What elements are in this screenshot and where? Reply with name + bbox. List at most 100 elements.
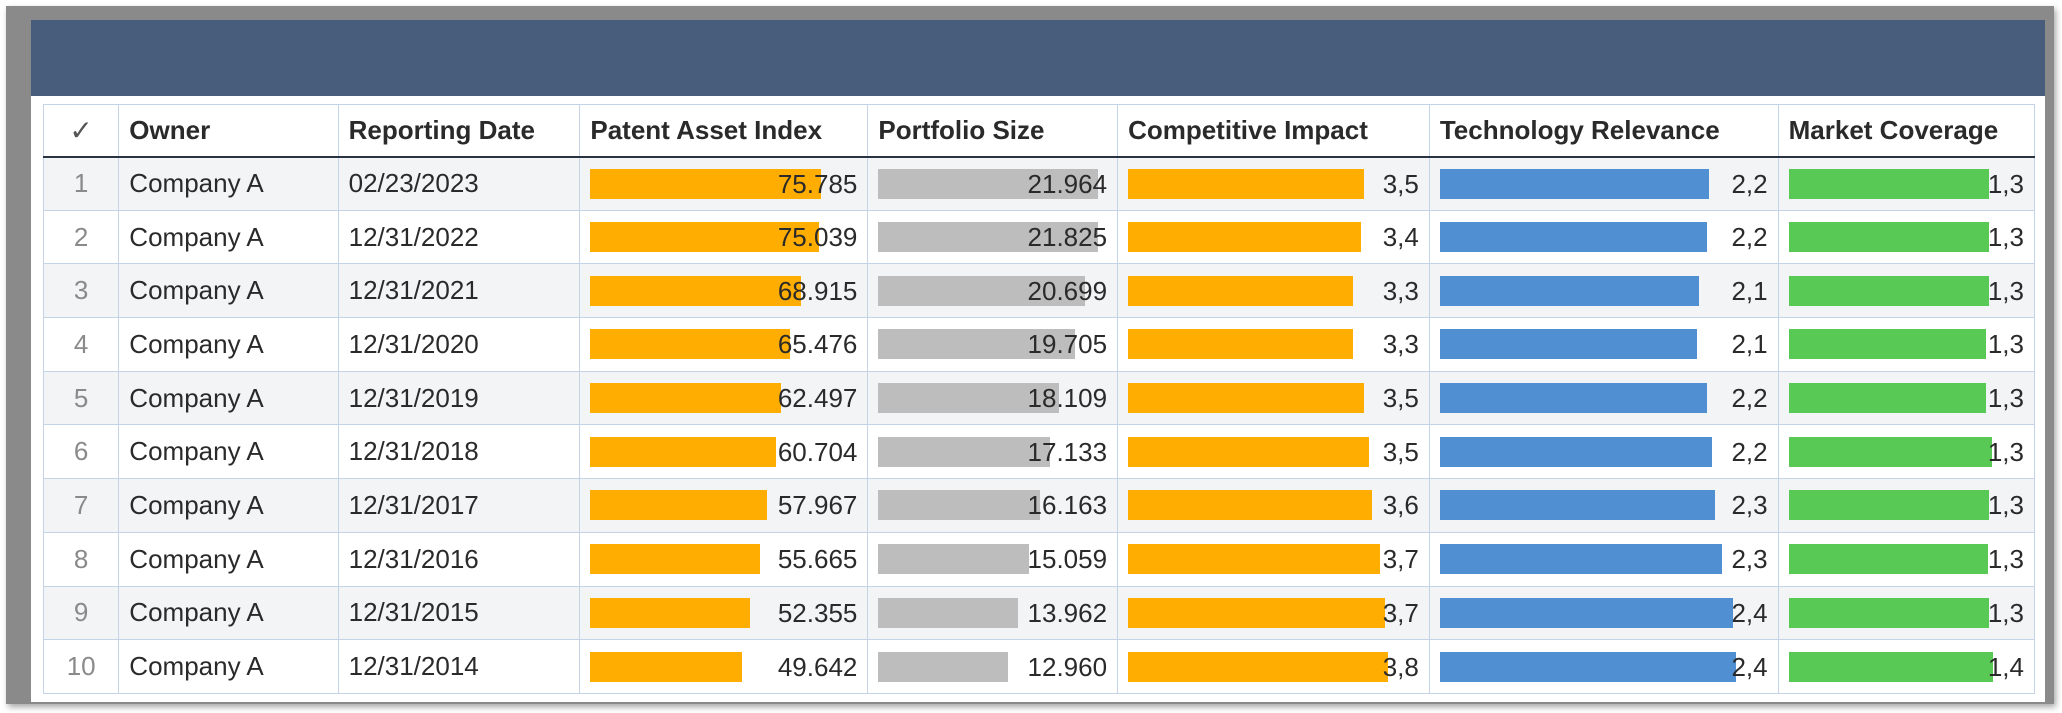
portfolio-size-cell[interactable]: 20.699 [867, 263, 1119, 319]
competitive-impact-cell[interactable]: 3,5 [1117, 424, 1430, 480]
market-coverage-cell[interactable]: 1,3 [1777, 585, 2036, 641]
technology-relevance-cell[interactable]: 2,1 [1428, 317, 1779, 372]
portfolio-size-cell[interactable]: 16.163 [867, 478, 1119, 533]
table-row[interactable]: 6 Company A 12/31/2018 60.704 17.133 3,5 2,2 1,… [42, 424, 2036, 480]
row-index-cell[interactable]: 6 [42, 424, 120, 480]
patent-asset-index-cell[interactable]: 60.704 [579, 424, 869, 480]
portfolio-size-cell[interactable]: 21.964 [867, 156, 1119, 211]
portfolio-size-cell[interactable]: 12.960 [867, 639, 1119, 694]
market-coverage-cell[interactable]: 1,3 [1777, 370, 2036, 426]
technology-relevance-cell[interactable]: 2,4 [1428, 585, 1779, 641]
row-index-cell[interactable]: 2 [42, 209, 120, 265]
table-row[interactable]: 2 Company A 12/31/2022 75.039 21.825 3,4 2,2 1,… [42, 209, 2036, 265]
column-header-competitive-impact[interactable]: Competitive Impact [1117, 104, 1430, 158]
table-row[interactable]: 1 Company A 02/23/2023 75.785 21.964 3,5 2,2 1,… [42, 156, 2036, 211]
competitive-impact-cell[interactable]: 3,3 [1117, 263, 1430, 319]
competitive-impact-cell[interactable]: 3,7 [1117, 585, 1430, 641]
reporting-date-cell[interactable]: 12/31/2020 [337, 317, 581, 372]
row-index-cell[interactable]: 7 [42, 478, 120, 533]
owner-cell[interactable]: Company A [118, 156, 339, 211]
row-index-cell[interactable]: 8 [42, 531, 120, 587]
owner-cell[interactable]: Company A [118, 531, 339, 587]
competitive-impact-cell[interactable]: 3,8 [1117, 639, 1430, 694]
technology-relevance-cell[interactable]: 2,2 [1428, 156, 1779, 211]
patent-asset-index-cell[interactable]: 75.039 [579, 209, 869, 265]
portfolio-size-cell[interactable]: 21.825 [867, 209, 1119, 265]
market-coverage-cell[interactable]: 1,3 [1777, 263, 2036, 319]
competitive-impact-cell[interactable]: 3,6 [1117, 478, 1430, 533]
patent-asset-index-cell[interactable]: 62.497 [579, 370, 869, 426]
reporting-date-cell[interactable]: 12/31/2022 [337, 209, 581, 265]
portfolio-size-cell[interactable]: 19.705 [867, 317, 1119, 372]
owner-cell[interactable]: Company A [118, 639, 339, 694]
market-coverage-cell[interactable]: 1,3 [1777, 317, 2036, 372]
technology-relevance-cell[interactable]: 2,1 [1428, 263, 1779, 319]
reporting-date-cell[interactable]: 12/31/2014 [337, 639, 581, 694]
technology-relevance-cell[interactable]: 2,3 [1428, 531, 1779, 587]
owner-cell[interactable]: Company A [118, 478, 339, 533]
technology-relevance-cell[interactable]: 2,3 [1428, 478, 1779, 533]
table-row[interactable]: 7 Company A 12/31/2017 57.967 16.163 3,6 2,3 1,… [42, 478, 2036, 533]
competitive-impact-cell[interactable]: 3,5 [1117, 370, 1430, 426]
patent-asset-index-cell[interactable]: 52.355 [579, 585, 869, 641]
table-row[interactable]: 10 Company A 12/31/2014 49.642 12.960 3,8 2,4 1… [42, 639, 2036, 694]
competitive-impact-cell[interactable]: 3,5 [1117, 156, 1430, 211]
row-index-cell[interactable]: 4 [42, 317, 120, 372]
table-row[interactable]: 3 Company A 12/31/2021 68.915 20.699 3,3 2,1 1,… [42, 263, 2036, 319]
row-index-cell[interactable]: 9 [42, 585, 120, 641]
reporting-date-cell[interactable]: 12/31/2016 [337, 531, 581, 587]
column-header-patent-asset-index[interactable]: Patent Asset Index [579, 104, 869, 158]
reporting-date-cell[interactable]: 12/31/2021 [337, 263, 581, 319]
market-coverage-cell[interactable]: 1,3 [1777, 209, 2036, 265]
table-row[interactable]: 9 Company A 12/31/2015 52.355 13.962 3,7 2,4 1,… [42, 585, 2036, 641]
market-coverage-cell[interactable]: 1,3 [1777, 424, 2036, 480]
market-coverage-cell[interactable]: 1,3 [1777, 531, 2036, 587]
portfolio-size-cell[interactable]: 13.962 [867, 585, 1119, 641]
row-index-cell[interactable]: 10 [42, 639, 120, 694]
technology-relevance-cell[interactable]: 2,2 [1428, 370, 1779, 426]
competitive-impact-value: 3,6 [1382, 490, 1419, 521]
row-index-cell[interactable]: 5 [42, 370, 120, 426]
competitive-impact-cell[interactable]: 3,7 [1117, 531, 1430, 587]
column-header-portfolio-size[interactable]: Portfolio Size [867, 104, 1119, 158]
technology-relevance-cell[interactable]: 2,2 [1428, 424, 1779, 480]
patent-asset-index-cell[interactable]: 75.785 [579, 156, 869, 211]
market-coverage-cell[interactable]: 1,3 [1777, 478, 2036, 533]
owner-cell[interactable]: Company A [118, 317, 339, 372]
column-header-owner[interactable]: Owner [118, 104, 339, 158]
owner-cell[interactable]: Company A [118, 585, 339, 641]
portfolio-size-cell[interactable]: 18.109 [867, 370, 1119, 426]
owner-cell[interactable]: Company A [118, 263, 339, 319]
competitive-impact-bar-container: 3,3 [1128, 327, 1419, 361]
technology-relevance-cell[interactable]: 2,4 [1428, 639, 1779, 694]
patent-asset-index-cell[interactable]: 68.915 [579, 263, 869, 319]
market-coverage-cell[interactable]: 1,4 [1777, 639, 2036, 694]
patent-asset-index-cell[interactable]: 65.476 [579, 317, 869, 372]
technology-relevance-cell[interactable]: 2,2 [1428, 209, 1779, 265]
patent-asset-index-cell[interactable]: 55.665 [579, 531, 869, 587]
reporting-date-cell[interactable]: 12/31/2015 [337, 585, 581, 641]
portfolio-size-cell[interactable]: 15.059 [867, 531, 1119, 587]
reporting-date-cell[interactable]: 02/23/2023 [337, 156, 581, 211]
market-coverage-cell[interactable]: 1,3 [1777, 156, 2036, 211]
table-row[interactable]: 8 Company A 12/31/2016 55.665 15.059 3,7 2,3 1,… [42, 531, 2036, 587]
reporting-date-cell[interactable]: 12/31/2019 [337, 370, 581, 426]
table-row[interactable]: 5 Company A 12/31/2019 62.497 18.109 3,5 2,2 1,… [42, 370, 2036, 426]
table-row[interactable]: 4 Company A 12/31/2020 65.476 19.705 3,3 2,1 1,… [42, 317, 2036, 372]
patent-asset-index-cell[interactable]: 57.967 [579, 478, 869, 533]
owner-cell[interactable]: Company A [118, 424, 339, 480]
portfolio-size-cell[interactable]: 17.133 [867, 424, 1119, 480]
reporting-date-cell[interactable]: 12/31/2018 [337, 424, 581, 480]
select-all-checkmark[interactable]: ✓ [42, 104, 120, 158]
row-index-cell[interactable]: 3 [42, 263, 120, 319]
owner-cell[interactable]: Company A [118, 209, 339, 265]
competitive-impact-cell[interactable]: 3,3 [1117, 317, 1430, 372]
reporting-date-cell[interactable]: 12/31/2017 [337, 478, 581, 533]
column-header-technology-relevance[interactable]: Technology Relevance [1428, 104, 1779, 158]
column-header-reporting-date[interactable]: Reporting Date [337, 104, 581, 158]
owner-cell[interactable]: Company A [118, 370, 339, 426]
competitive-impact-cell[interactable]: 3,4 [1117, 209, 1430, 265]
row-index-cell[interactable]: 1 [42, 156, 120, 211]
column-header-market-coverage[interactable]: Market Coverage [1777, 104, 2036, 158]
patent-asset-index-cell[interactable]: 49.642 [579, 639, 869, 694]
